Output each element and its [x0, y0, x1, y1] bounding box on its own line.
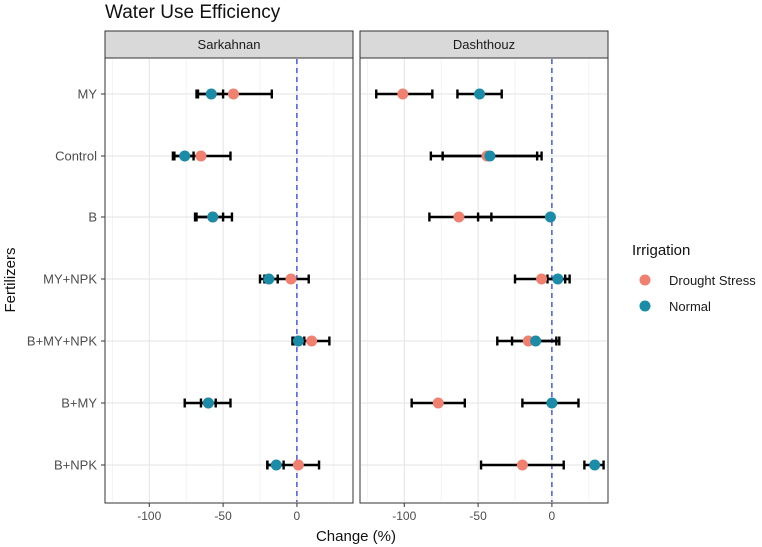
y-tick-label: B+MY — [61, 396, 97, 411]
point-drought-stress — [397, 88, 409, 100]
point-normal — [530, 335, 542, 347]
x-tick-labels: -100 -50 0 -100 -50 0 — [137, 503, 556, 523]
point-normal — [474, 88, 486, 100]
legend-label-drought-stress: Drought Stress — [669, 273, 756, 288]
point-drought-stress — [195, 150, 207, 162]
legend-key-drought-stress — [639, 274, 651, 286]
y-tick-labels: MY Control B MY+NPK B+MY+NPK B+MY B+NPK — [27, 87, 105, 473]
point-normal — [544, 211, 556, 223]
point-normal — [207, 211, 219, 223]
legend-title: Irrigation — [632, 242, 690, 259]
x-tick-label: -100 — [137, 509, 161, 523]
y-axis-label: Fertilizers — [2, 247, 19, 312]
point-normal — [270, 459, 282, 471]
point-normal — [589, 459, 601, 471]
legend-key-normal — [639, 300, 651, 312]
point-drought-stress — [227, 88, 239, 100]
point-normal — [179, 150, 191, 162]
y-tick-label: MY+NPK — [43, 272, 97, 287]
y-tick-label: B+MY+NPK — [27, 334, 97, 349]
point-drought-stress — [516, 459, 528, 471]
point-drought-stress — [306, 335, 318, 347]
point-drought-stress — [432, 397, 444, 409]
x-tick-label: -100 — [392, 509, 416, 523]
point-normal — [263, 273, 275, 285]
x-tick-label: -50 — [214, 509, 232, 523]
point-drought-stress — [292, 459, 304, 471]
y-tick-label: B+NPK — [54, 458, 97, 473]
legend: Irrigation Drought Stress Normal — [632, 242, 756, 314]
x-tick-label: -50 — [469, 509, 487, 523]
panel-frame — [104, 57, 354, 504]
panel-strip-label: Sarkahnan — [198, 37, 261, 52]
point-normal — [484, 150, 496, 162]
panel-dashthouz: Dashthouz — [359, 30, 609, 504]
point-drought-stress — [285, 273, 297, 285]
legend-label-normal: Normal — [669, 299, 711, 314]
panel-strip — [359, 30, 609, 59]
x-tick-label: 0 — [549, 509, 556, 523]
x-axis-label: Change (%) — [316, 528, 396, 545]
y-tick-label: MY — [78, 87, 98, 102]
point-normal — [552, 273, 564, 285]
panel-strip-label: Dashthouz — [453, 37, 515, 52]
y-tick-label: B — [88, 210, 97, 225]
x-tick-label: 0 — [294, 509, 301, 523]
panel-frame — [359, 57, 609, 504]
point-drought-stress — [453, 211, 465, 223]
point-normal — [546, 397, 558, 409]
panel-strip — [104, 30, 354, 59]
chart-title: Water Use Efficiency — [105, 2, 281, 23]
panel-sarkahnan: Sarkahnan — [104, 30, 354, 504]
point-drought-stress — [536, 273, 548, 285]
point-normal — [292, 335, 304, 347]
y-tick-label: Control — [55, 149, 97, 164]
point-normal — [202, 397, 214, 409]
point-normal — [205, 88, 217, 100]
